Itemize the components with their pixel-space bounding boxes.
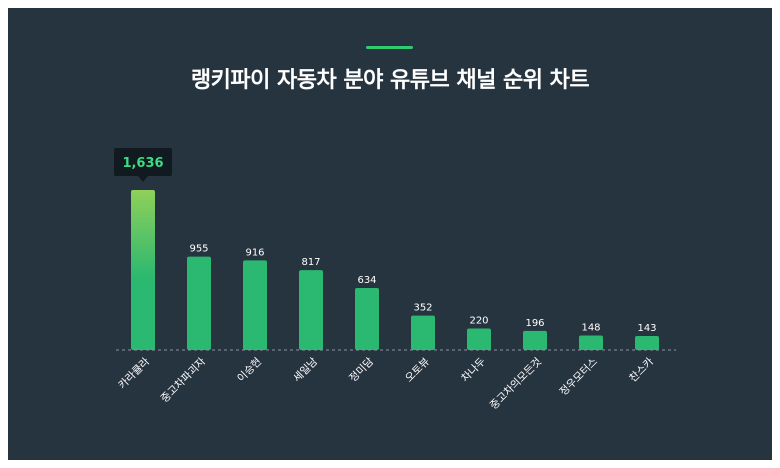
bar-value-label: 143 <box>637 323 656 334</box>
bar-value-label: 817 <box>301 257 320 268</box>
bar-value-label: 1,636 <box>122 156 163 171</box>
bar-value-label: 955 <box>189 244 208 255</box>
bar <box>355 287 379 350</box>
bar-value-label: 196 <box>525 318 544 329</box>
bar <box>467 328 491 350</box>
x-tick-label: 정우모터스 <box>557 355 600 398</box>
x-tick-label: 찬스카 <box>627 355 656 384</box>
x-tick-label: 중고차의모든것 <box>488 356 544 412</box>
tooltip-box <box>114 148 172 176</box>
title-accent-line <box>366 46 413 49</box>
bar <box>579 335 603 350</box>
x-tick-label: 세일남 <box>290 355 320 385</box>
bar-value-label: 634 <box>357 275 376 286</box>
bar <box>131 190 155 350</box>
x-tick-label: 이승현 <box>235 356 264 385</box>
bar-value-label: 220 <box>469 315 488 326</box>
bar <box>523 330 547 350</box>
x-tick-label: 카라큘라 <box>116 355 152 391</box>
bar <box>243 260 267 350</box>
bar-value-label: 916 <box>245 247 264 258</box>
bar-value-label: 148 <box>581 323 600 334</box>
x-tick-label: 오토뷰 <box>403 355 432 384</box>
bar <box>299 270 323 350</box>
bar <box>411 315 435 350</box>
x-tick-label: 중고차파괴자 <box>159 355 209 405</box>
highlight-value-tooltip: 1,636 <box>114 148 172 182</box>
x-tick-label: 차나두 <box>459 355 488 384</box>
bar <box>187 256 211 350</box>
bar <box>635 336 659 350</box>
tooltip-pointer <box>138 176 148 182</box>
chart-title: 랭키파이 자동차 분야 유튜브 채널 순위 차트 <box>190 68 590 93</box>
x-tick-label: 정미담 <box>347 355 376 384</box>
bar-value-label: 352 <box>413 303 432 314</box>
